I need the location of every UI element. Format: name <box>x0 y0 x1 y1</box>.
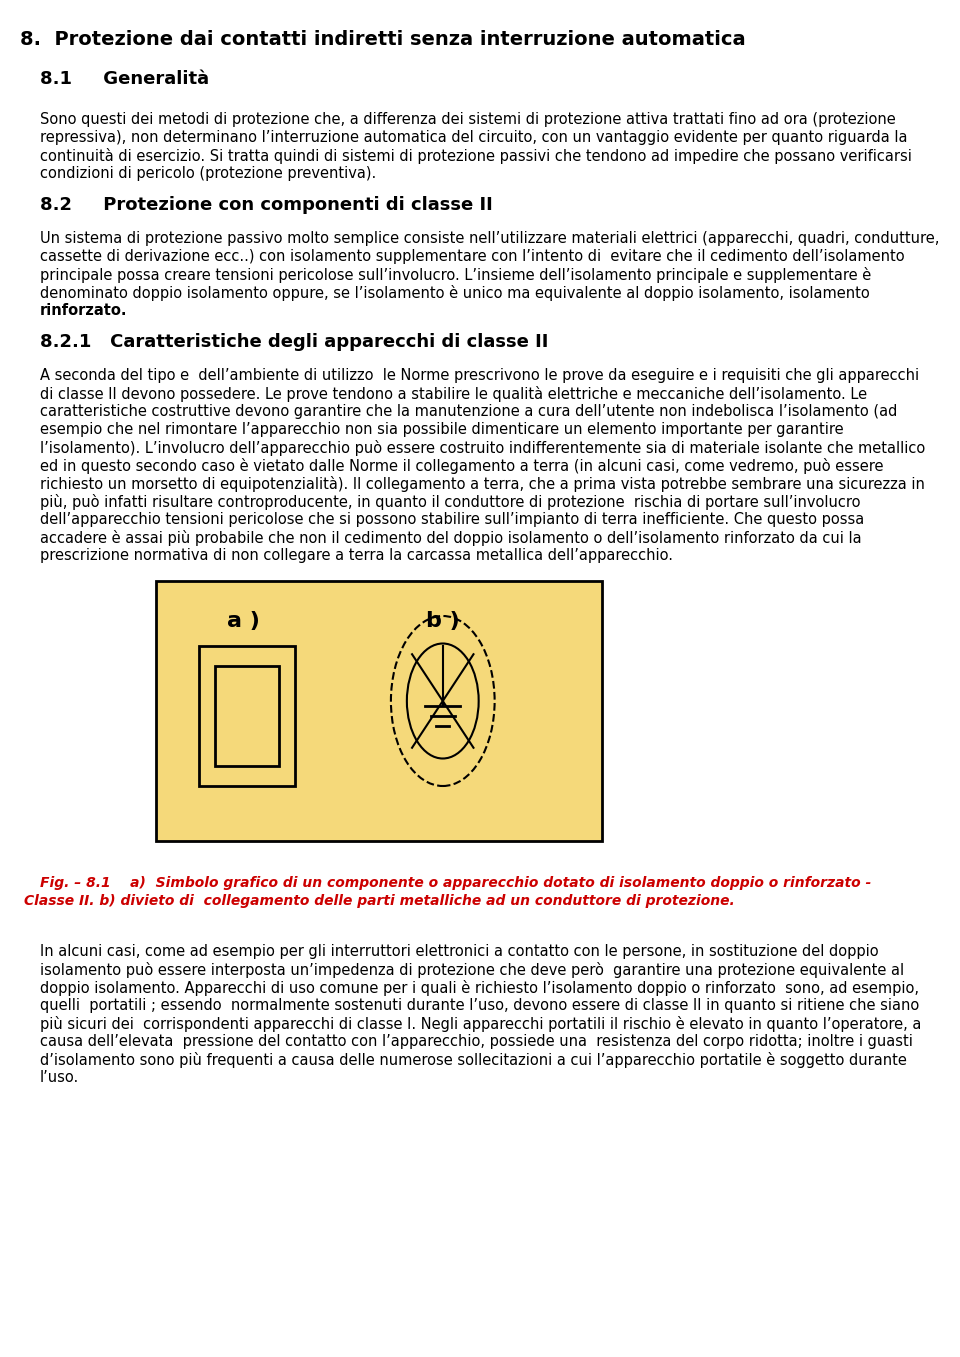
Text: b ): b ) <box>426 611 460 631</box>
Text: rinforzato.: rinforzato. <box>40 303 128 318</box>
Text: accadere è assai più probabile che non il cedimento del doppio isolamento o dell: accadere è assai più probabile che non i… <box>40 531 861 546</box>
Text: più sicuri dei  corrispondenti apparecchi di classe I. Negli apparecchi portatil: più sicuri dei corrispondenti apparecchi… <box>40 1016 922 1033</box>
Text: caratteristiche costruttive devono garantire che la manutenzione a cura dell’ute: caratteristiche costruttive devono garan… <box>40 404 898 419</box>
Text: A seconda del tipo e  dell’ambiente di utilizzo  le Norme prescrivono le prove d: A seconda del tipo e dell’ambiente di ut… <box>40 368 919 383</box>
Bar <box>200 646 295 786</box>
Text: 8.2     Protezione con componenti di classe II: 8.2 Protezione con componenti di classe … <box>40 195 492 214</box>
Text: l’uso.: l’uso. <box>40 1071 79 1086</box>
Text: d’isolamento sono più frequenti a causa delle numerose sollecitazioni a cui l’ap: d’isolamento sono più frequenti a causa … <box>40 1052 907 1068</box>
Text: Un sistema di protezione passivo molto semplice consiste nell’utilizzare materia: Un sistema di protezione passivo molto s… <box>40 231 939 246</box>
Text: di classe II devono possedere. Le prove tendono a stabilire le qualità elettrich: di classe II devono possedere. Le prove … <box>40 385 867 402</box>
Text: continuità di esercizio. Si tratta quindi di sistemi di protezione passivi che t: continuità di esercizio. Si tratta quind… <box>40 148 912 164</box>
Text: causa dell’elevata  pressione del contatto con l’apparecchio, possiede una  resi: causa dell’elevata pressione del contatt… <box>40 1034 913 1049</box>
Text: 8.  Protezione dai contatti indiretti senza interruzione automatica: 8. Protezione dai contatti indiretti sen… <box>20 30 746 49</box>
Text: ed in questo secondo caso è vietato dalle Norme il collegamento a terra (in alcu: ed in questo secondo caso è vietato dall… <box>40 459 883 474</box>
Text: cassette di derivazione ecc..) con isolamento supplementare con l’intento di  ev: cassette di derivazione ecc..) con isola… <box>40 248 904 265</box>
Text: Sono questi dei metodi di protezione che, a differenza dei sistemi di protezione: Sono questi dei metodi di protezione che… <box>40 113 896 128</box>
Text: prescrizione normativa di non collegare a terra la carcassa metallica dell’appar: prescrizione normativa di non collegare … <box>40 548 673 563</box>
Text: repressiva), non determinano l’interruzione automatica del circuito, con un vant: repressiva), non determinano l’interruzi… <box>40 130 907 145</box>
Text: Fig. – 8.1    a)  Simbolo grafico di un componente o apparecchio dotato di isola: Fig. – 8.1 a) Simbolo grafico di un comp… <box>40 877 871 890</box>
Text: 8.1     Generalità: 8.1 Generalità <box>40 71 209 88</box>
Text: condizioni di pericolo (protezione preventiva).: condizioni di pericolo (protezione preve… <box>40 166 376 180</box>
Text: esempio che nel rimontare l’apparecchio non sia possibile dimenticare un element: esempio che nel rimontare l’apparecchio … <box>40 422 844 437</box>
FancyBboxPatch shape <box>156 581 602 841</box>
Text: isolamento può essere interposta un’impedenza di protezione che deve però  garan: isolamento può essere interposta un’impe… <box>40 962 904 978</box>
Text: dell’apparecchio tensioni pericolose che si possono stabilire sull’impianto di t: dell’apparecchio tensioni pericolose che… <box>40 512 864 527</box>
Text: doppio isolamento. Apparecchi di uso comune per i quali è richiesto l’isolamento: doppio isolamento. Apparecchi di uso com… <box>40 980 919 996</box>
Text: a ): a ) <box>227 611 260 631</box>
Text: 8.2.1   Caratteristiche degli apparecchi di classe II: 8.2.1 Caratteristiche degli apparecchi d… <box>40 332 548 351</box>
Text: quelli  portatili ; essendo  normalmente sostenuti durante l’uso, devono essere : quelli portatili ; essendo normalmente s… <box>40 997 919 1012</box>
Text: Classe II. b) divieto di  collegamento delle parti metalliche ad un conduttore d: Classe II. b) divieto di collegamento de… <box>24 894 734 908</box>
Text: richiesto un morsetto di equipotenzialità). Il collegamento a terra, che a prima: richiesto un morsetto di equipotenzialit… <box>40 476 924 493</box>
Text: In alcuni casi, come ad esempio per gli interruttori elettronici a contatto con : In alcuni casi, come ad esempio per gli … <box>40 944 878 959</box>
Text: l’isolamento). L’involucro dell’apparecchio può essere costruito indifferentemen: l’isolamento). L’involucro dell’apparecc… <box>40 440 925 456</box>
Bar <box>215 666 279 765</box>
Text: più, può infatti risultare controproducente, in quanto il conduttore di protezio: più, può infatti risultare controproduce… <box>40 494 860 510</box>
Text: denominato doppio isolamento oppure, se l’isolamento è unico ma equivalente al d: denominato doppio isolamento oppure, se … <box>40 285 870 301</box>
Text: principale possa creare tensioni pericolose sull’involucro. L’insieme dell’isola: principale possa creare tensioni pericol… <box>40 267 871 284</box>
